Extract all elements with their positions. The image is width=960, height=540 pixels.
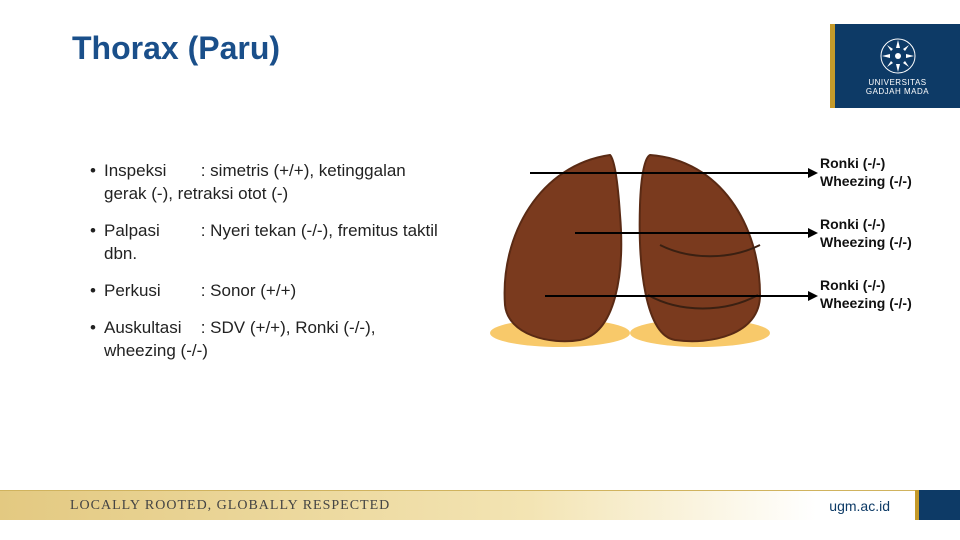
- arrow-line: [530, 172, 808, 174]
- arrow-head-icon: [808, 291, 818, 301]
- exam-bullets: Inspeksi : simetris (+/+), ketinggalan g…: [90, 160, 450, 377]
- page-title: Thorax (Paru): [72, 30, 280, 67]
- footer-tagline: LOCALLY ROOTED, GLOBALLY RESPECTED: [70, 498, 390, 514]
- finding-lower: Ronki (-/-) Wheezing (-/-): [820, 277, 950, 312]
- title-gradient-bg: [200, 26, 760, 70]
- finding-ronki: Ronki (-/-): [820, 155, 950, 173]
- arrow-line: [575, 232, 808, 234]
- bullet-auskultasi: Auskultasi : SDV (+/+), Ronki (-/-), whe…: [90, 317, 450, 363]
- ugm-crest-icon: [878, 36, 918, 76]
- finding-wheezing: Wheezing (-/-): [820, 173, 950, 191]
- finding-wheezing: Wheezing (-/-): [820, 234, 950, 252]
- bullet-label: Inspeksi: [104, 160, 196, 183]
- bullet-label: Perkusi: [104, 280, 196, 303]
- arrow-head-icon: [808, 228, 818, 238]
- bullet-perkusi: Perkusi : Sonor (+/+): [90, 280, 450, 303]
- bullet-palpasi: Palpasi : Nyeri tekan (-/-), fremitus ta…: [90, 220, 450, 266]
- finding-ronki: Ronki (-/-): [820, 216, 950, 234]
- university-name-1: UNIVERSITAS: [868, 78, 926, 87]
- bullet-label: Palpasi: [104, 220, 196, 243]
- bullet-text: : Sonor (+/+): [201, 281, 296, 300]
- university-logo-panel: UNIVERSITAS GADJAH MADA: [830, 24, 960, 108]
- university-name-2: GADJAH MADA: [866, 87, 929, 96]
- footer-url: ugm.ac.id: [829, 498, 890, 514]
- footer-bar: LOCALLY ROOTED, GLOBALLY RESPECTED ugm.a…: [0, 490, 960, 520]
- finding-wheezing: Wheezing (-/-): [820, 295, 950, 313]
- footer-sideblock: [915, 490, 960, 520]
- bullet-inspeksi: Inspeksi : simetris (+/+), ketinggalan g…: [90, 160, 450, 206]
- finding-upper: Ronki (-/-) Wheezing (-/-): [820, 155, 950, 190]
- arrow-line: [545, 295, 808, 297]
- lung-diagram: [460, 145, 800, 355]
- finding-ronki: Ronki (-/-): [820, 277, 950, 295]
- finding-middle: Ronki (-/-) Wheezing (-/-): [820, 216, 950, 251]
- arrow-head-icon: [808, 168, 818, 178]
- findings-column: Ronki (-/-) Wheezing (-/-) Ronki (-/-) W…: [820, 155, 950, 338]
- bullet-label: Auskultasi: [104, 317, 196, 340]
